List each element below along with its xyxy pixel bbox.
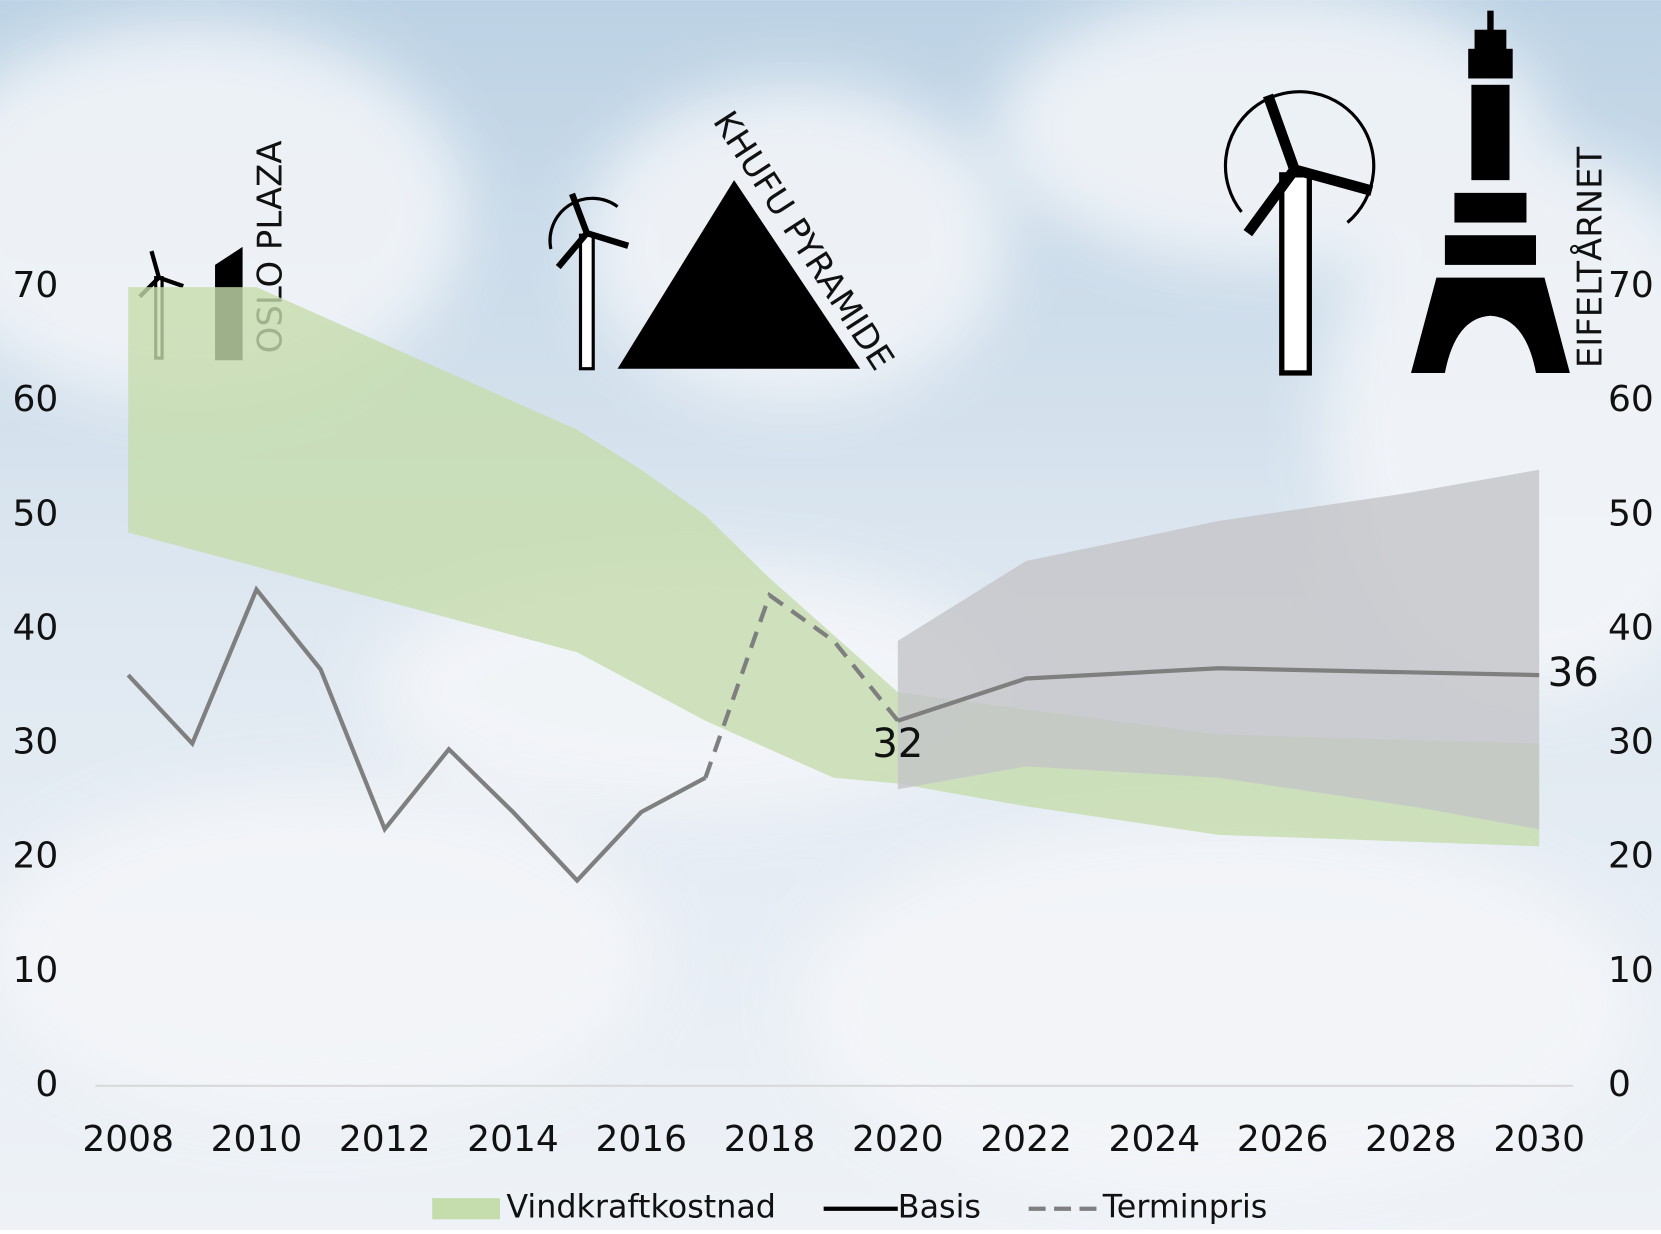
y-tick-label: 0 <box>35 1064 58 1105</box>
y-tick-label: 70 <box>12 265 58 306</box>
x-tick-label: 2030 <box>1493 1119 1585 1160</box>
y2-tick-label: 40 <box>1608 607 1654 648</box>
y2-tick-label: 0 <box>1608 1064 1631 1105</box>
y-tick-label: 20 <box>12 836 58 877</box>
y2-tick-label: 50 <box>1608 493 1654 534</box>
annotation: EIFELTÅRNET <box>1570 147 1610 369</box>
x-tick-label: 2018 <box>724 1119 816 1160</box>
y-tick-label: 50 <box>12 493 58 534</box>
x-tick-label: 2008 <box>82 1119 174 1160</box>
y-tick-label: 10 <box>12 950 58 991</box>
legend-label: Terminpris <box>1102 1190 1268 1226</box>
x-tick-label: 2022 <box>980 1119 1072 1160</box>
line <box>126 585 1540 884</box>
y-tick-label: 60 <box>12 379 58 420</box>
legend-label: Vindkraftkostnad <box>506 1190 776 1226</box>
x-tick-label: 2026 <box>1237 1119 1329 1160</box>
x-tick-label: 2024 <box>1109 1119 1201 1160</box>
x-tick-label: 2012 <box>339 1119 431 1160</box>
y2-tick-label: 20 <box>1608 836 1654 877</box>
y2-tick-label: 30 <box>1608 722 1654 763</box>
y2-tick-label: 70 <box>1608 265 1654 306</box>
y2-tick-label: 10 <box>1608 950 1654 991</box>
data-label: 36 <box>1548 650 1599 696</box>
band <box>897 469 1540 830</box>
legend-label: Basis <box>898 1190 981 1226</box>
icons <box>138 10 1570 376</box>
x-tick-label: 2028 <box>1365 1119 1457 1160</box>
band <box>128 287 1540 847</box>
legend-swatch <box>432 1198 500 1220</box>
y2-tick-label: 60 <box>1608 379 1654 420</box>
line <box>703 591 900 779</box>
x-tick-label: 2020 <box>852 1119 944 1160</box>
data-label: 32 <box>872 721 923 767</box>
x-tick-label: 2016 <box>595 1119 687 1160</box>
x-tick-label: 2010 <box>211 1119 303 1160</box>
y-tick-label: 30 <box>12 722 58 763</box>
y-tick-label: 40 <box>12 607 58 648</box>
x-tick-label: 2014 <box>467 1119 559 1160</box>
